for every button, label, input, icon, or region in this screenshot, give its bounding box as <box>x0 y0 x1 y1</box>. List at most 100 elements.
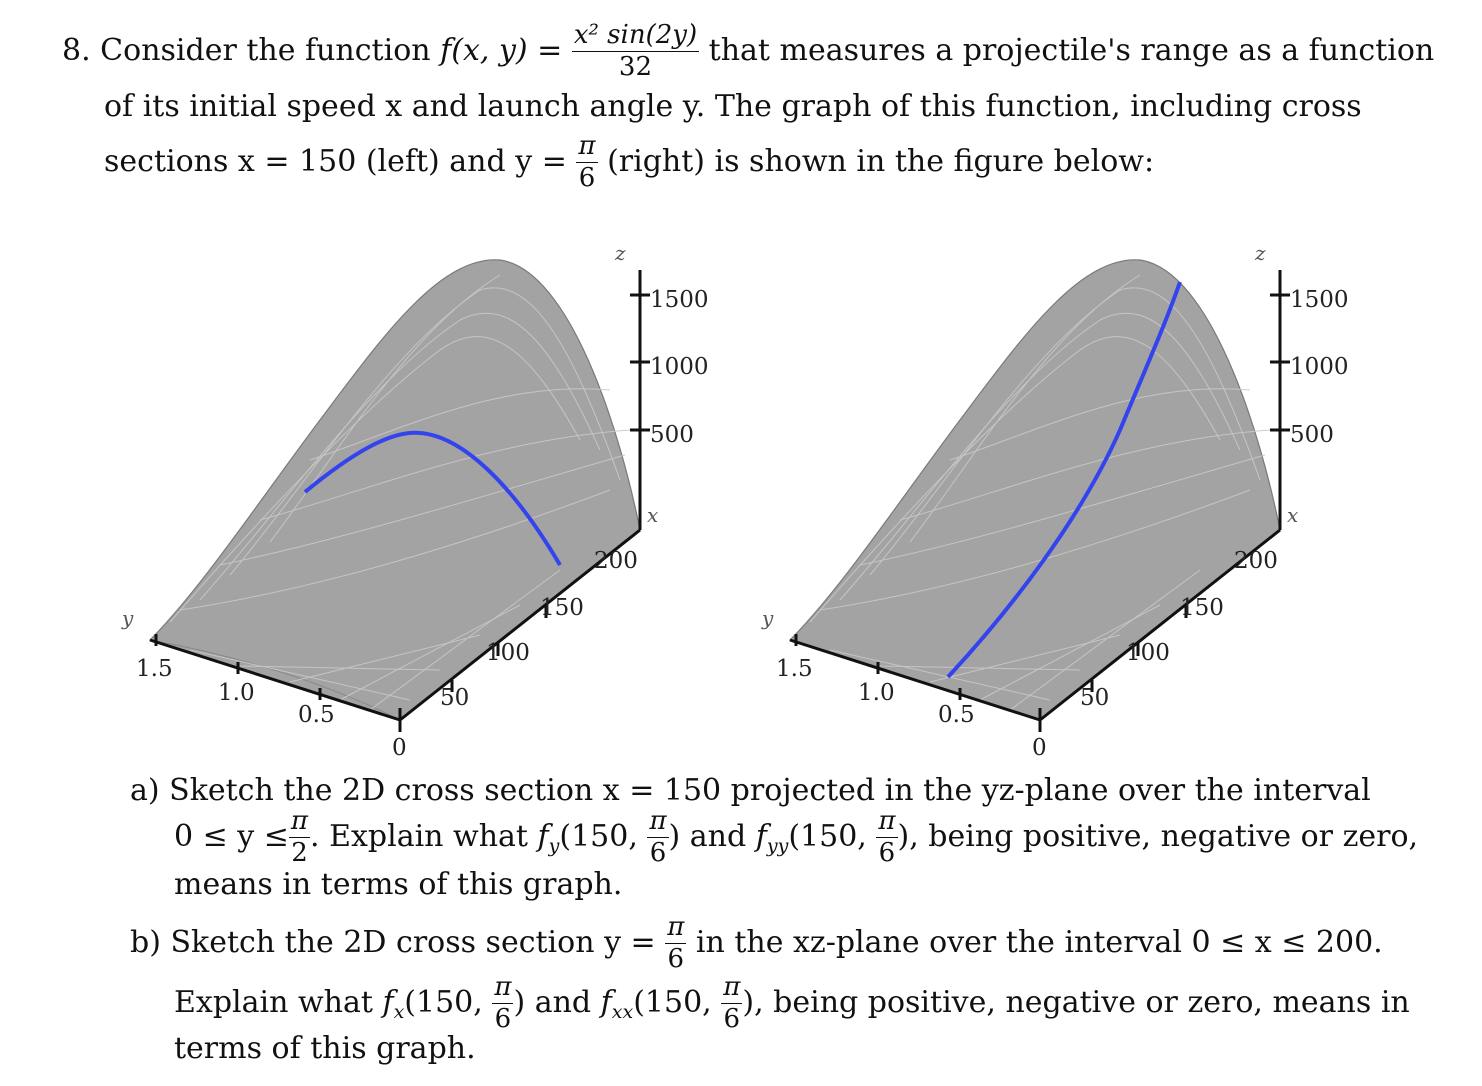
right-y-tick-1.0: 1.0 <box>858 680 895 706</box>
right-z-tick-500: 500 <box>1290 422 1334 448</box>
problem-number: 8. <box>62 32 91 68</box>
fx-subscript: x <box>393 1000 405 1023</box>
right-y-tick-0.5: 0.5 <box>938 702 975 728</box>
fy-args: (150, <box>559 818 638 854</box>
left-surface <box>148 259 641 721</box>
left-x-tick-200: 200 <box>594 548 638 574</box>
fy-close: ) <box>668 818 681 854</box>
left-x-tick-0: 0 <box>392 735 407 761</box>
part-b-line-3: terms of this graph. <box>174 1031 476 1066</box>
left-z-tick-1000: 1000 <box>650 354 709 380</box>
left-z-tick-1500: 1500 <box>650 287 709 313</box>
pi-symbol: π <box>290 806 309 836</box>
pi-symbol: π <box>878 806 896 836</box>
left-y-tick-1.5: 1.5 <box>136 656 173 682</box>
right-x-axis-label: x <box>1287 503 1298 527</box>
and-word: and <box>689 818 747 854</box>
problem-line1-tail: that measures a projectile's range as a … <box>708 32 1435 68</box>
pi-symbol: π <box>578 131 596 161</box>
six-denominator: 6 <box>667 944 685 975</box>
part-b-label: b) <box>130 924 161 960</box>
right-x-tick-200: 200 <box>1234 548 1278 574</box>
and-word-b: and <box>534 984 592 1020</box>
function-lhs: f(x, y) = <box>440 32 563 68</box>
left-surface-figure: z x y 1500 1000 500 200 150 100 50 0 1.5… <box>121 241 709 761</box>
right-surface-figure: z x y 1500 1000 500 200 150 100 50 0 1.5… <box>761 241 1349 761</box>
pi-symbol: π <box>649 806 667 836</box>
problem-line3-head: sections x = 150 (left) and y = <box>104 143 567 179</box>
right-x-tick-50: 50 <box>1080 685 1109 711</box>
two-denominator: 2 <box>291 838 308 869</box>
fy-symbol: f <box>537 818 549 854</box>
left-y-tick-1.0: 1.0 <box>218 680 255 706</box>
part-a-explain: . Explain what <box>310 818 528 854</box>
fraction-numerator: x² sin(2y) <box>573 20 698 50</box>
problem-line3-tail: (right) is shown in the figure below: <box>607 143 1155 179</box>
left-axes <box>149 270 650 732</box>
function-fraction: x² sin(2y) 32 <box>571 20 700 83</box>
pi-symbol: π <box>494 972 512 1002</box>
problem-line-2: of its initial speed x and launch angle … <box>104 89 1362 124</box>
left-x-tick-50: 50 <box>440 685 469 711</box>
fx-close: ) <box>513 984 526 1020</box>
fxx-symbol: f <box>600 984 612 1020</box>
right-z-tick-1000: 1000 <box>1290 354 1349 380</box>
six-denominator: 6 <box>878 838 896 869</box>
left-z-tick-500: 500 <box>650 422 694 448</box>
right-x-tick-0: 0 <box>1032 735 1047 761</box>
fxx-subscript: xx <box>611 1000 634 1023</box>
right-y-tick-1.5: 1.5 <box>776 656 813 682</box>
six-denominator: 6 <box>578 163 596 194</box>
left-z-axis-label: z <box>614 241 626 265</box>
left-cross-section-curve <box>303 430 562 567</box>
fyy-symbol: f <box>755 818 767 854</box>
part-b-line2-tail: ), being positive, negative or zero, mea… <box>742 984 1410 1020</box>
right-y-axis-label: y <box>761 606 774 630</box>
right-axes <box>789 270 1290 732</box>
part-b-explain: Explain what <box>174 984 373 1020</box>
part-a-line-2: 0 ≤ y ≤ π 2. Explain what fy(150, π 6) and … <box>174 806 1419 869</box>
six-denominator: 6 <box>494 1004 512 1035</box>
pi-symbol: π <box>723 972 741 1002</box>
part-b-text-1-tail: in the xz-plane over the interval 0 ≤ x … <box>695 924 1383 960</box>
left-y-axis-label: y <box>121 606 134 630</box>
part-b-text-1: Sketch the 2D cross section y = <box>170 924 656 960</box>
left-y-tick-0.5: 0.5 <box>298 702 335 728</box>
fy-subscript: y <box>548 834 560 857</box>
part-a-label: a) <box>130 773 160 808</box>
problem-line-1: 8. Consider the function f(x, y) = x² si… <box>62 20 1435 83</box>
right-cross-section-curve <box>946 281 1182 679</box>
part-a-line-1: a) Sketch the 2D cross section x = 150 p… <box>130 776 1371 806</box>
six-denominator: 6 <box>723 1004 741 1035</box>
fxx-args: (150, <box>633 984 712 1020</box>
right-surface <box>788 259 1281 721</box>
problem-intro: Consider the function <box>100 32 431 68</box>
part-a-line2-tail: ), being positive, negative or zero, <box>897 818 1419 854</box>
pi-symbol: π <box>667 912 685 942</box>
left-x-tick-150: 150 <box>540 595 584 621</box>
six-denominator: 6 <box>649 838 667 869</box>
part-a-interval: 0 ≤ y ≤ <box>174 818 289 854</box>
right-x-tick-100: 100 <box>1126 640 1170 666</box>
left-x-axis-label: x <box>647 503 658 527</box>
problem-line-3: sections x = 150 (left) and y = π 6 (rig… <box>104 131 1155 194</box>
part-a-line-3: means in terms of this graph. <box>174 867 623 902</box>
fyy-args: (150, <box>788 818 867 854</box>
pi-over-6-fraction: π 6 <box>576 131 598 194</box>
fraction-denominator: 32 <box>618 52 652 83</box>
right-z-axis-label: z <box>1254 241 1266 265</box>
fyy-subscript: yy <box>766 834 789 857</box>
right-x-tick-150: 150 <box>1180 595 1224 621</box>
part-a-text-1: Sketch the 2D cross section x = 150 proj… <box>169 773 1371 808</box>
right-z-tick-1500: 1500 <box>1290 287 1349 313</box>
fx-args: (150, <box>404 984 483 1020</box>
fx-symbol: f <box>382 984 394 1020</box>
